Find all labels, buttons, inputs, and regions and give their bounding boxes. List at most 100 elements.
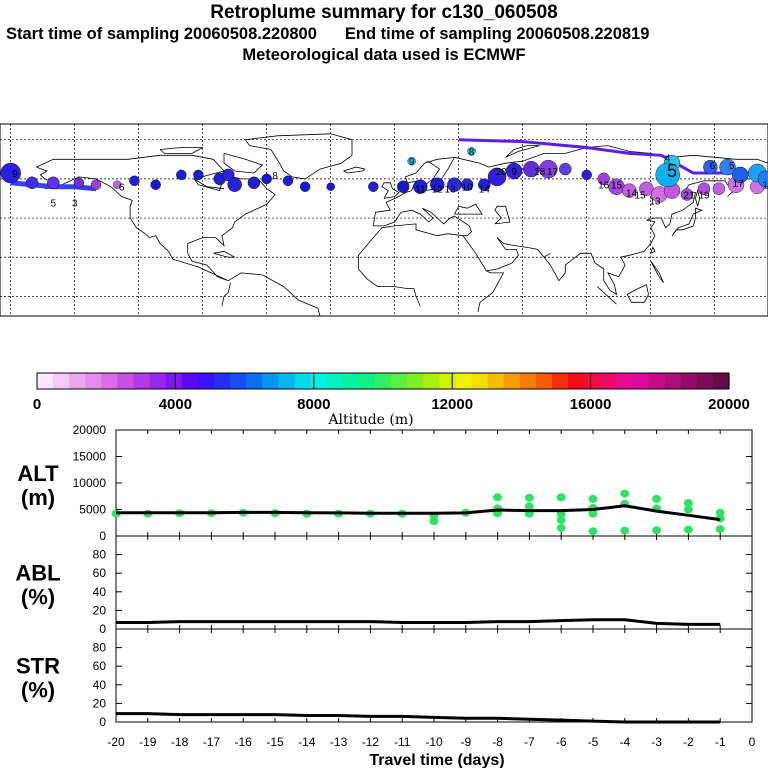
plume-cluster-dot — [597, 172, 610, 186]
plume-cluster-dot — [719, 158, 736, 176]
plume-cluster-dot — [150, 179, 161, 190]
plume-cluster-dot — [487, 167, 507, 187]
coastline-segment — [381, 182, 400, 199]
str-label: STR — [16, 654, 60, 679]
colorbar-swatch — [374, 373, 392, 389]
colorbar-swatch — [616, 373, 634, 389]
coastline-segment — [454, 203, 483, 215]
abl-frame — [115, 535, 753, 630]
coastline-segment — [462, 235, 505, 313]
colorbar-swatch — [535, 373, 553, 389]
cluster-label: 9 — [409, 157, 415, 168]
cluster-label: 6 — [710, 161, 716, 172]
x-tick-label: -6 — [556, 735, 567, 749]
coastline-segment — [159, 147, 203, 154]
colorbar-swatch — [423, 373, 440, 389]
plume-cluster-dot — [539, 159, 558, 179]
coastline-segment — [343, 166, 366, 174]
alt-series-line — [116, 504, 721, 522]
plume-cluster-dot — [176, 169, 187, 181]
plume-cluster-dot — [680, 188, 694, 201]
start-time-label: Start time of sampling 20060508.220800 — [6, 25, 317, 43]
colorbar-ticks: 0 4000 8000 12000 16000 20000 — [33, 373, 750, 413]
altitude-particle-point — [683, 525, 693, 534]
met-data-label: Meteorological data used is ECMWF — [242, 46, 526, 64]
colorbar-swatch — [632, 373, 650, 389]
cluster-label: 14 — [626, 189, 638, 200]
abl-series-line — [116, 618, 721, 626]
plume-cluster-dot — [622, 183, 637, 198]
plume-cluster-dot — [73, 177, 85, 189]
colorbar-swatch — [407, 373, 424, 389]
str-frame — [115, 628, 753, 723]
coastline-segment — [695, 189, 701, 207]
y-tick-label: 40 — [93, 678, 107, 692]
altitude-particle-point — [620, 489, 630, 498]
coastline-segment — [650, 260, 664, 283]
colorbar-swatch — [197, 373, 215, 389]
y-tick-label: 80 — [93, 548, 107, 562]
plume-cluster-dot — [0, 162, 21, 184]
altitude-particle-point — [493, 493, 503, 502]
cluster-label: 15 — [634, 191, 646, 202]
cluster-label: 14 — [479, 185, 491, 196]
x-tick-label: -17 — [203, 735, 221, 749]
colorbar-swatch — [391, 373, 408, 389]
plume-cluster-dot — [697, 182, 711, 195]
cluster-label: 21 — [684, 191, 696, 202]
colorbar-swatch — [326, 373, 344, 389]
colorbar-swatch — [648, 373, 666, 389]
colorbar-swatch — [600, 373, 617, 389]
altitude-particle-point — [683, 505, 693, 514]
y-tick-label: 20000 — [73, 423, 107, 437]
colorbar-swatch — [519, 373, 537, 389]
colorbar-swatch — [149, 373, 167, 389]
y-tick-label: 60 — [93, 659, 107, 673]
y-tick-label: 20 — [93, 603, 107, 617]
colorbar-swatch — [487, 373, 505, 389]
coastline-segment — [193, 178, 225, 190]
colorbar-swatch — [230, 373, 247, 389]
altitude-particle-point — [556, 493, 566, 502]
str-unit: (%) — [21, 678, 55, 703]
x-tick-label: -2 — [683, 735, 694, 749]
sampling-times: Start time of sampling 20060508.220800 En… — [6, 25, 766, 44]
x-tick-label: -9 — [460, 735, 471, 749]
map-frame — [0, 123, 768, 317]
coastlines — [36, 133, 768, 317]
abl-unit: (%) — [21, 585, 55, 610]
cluster-label: 8 — [272, 171, 278, 182]
cluster-label: 20 — [496, 167, 508, 178]
alt-panel: 20000 15000 10000 5000 0 ALT(m) — [17, 423, 753, 543]
y-tick-label: 0 — [99, 715, 106, 729]
altitude-particle-point — [652, 494, 662, 503]
colorbar-tick-label: 8000 — [297, 396, 330, 413]
cluster-label: 8 — [469, 147, 475, 158]
str-series-line — [116, 712, 721, 724]
cluster-label: 9 — [12, 169, 18, 180]
coastline-segment — [671, 207, 704, 236]
colorbar-swatch — [358, 373, 376, 389]
coastline-segment — [358, 207, 472, 307]
colorbar-swatch — [69, 373, 86, 389]
x-tick-label: -14 — [298, 735, 316, 749]
plume-cluster-dot — [478, 178, 491, 191]
altitude-particle-point — [715, 508, 725, 517]
plume-cluster-dot — [368, 181, 379, 192]
altitude-particle-point — [524, 493, 534, 502]
cluster-label: 11 — [415, 185, 426, 196]
colorbar-swatch — [342, 373, 360, 389]
y-tick-label: 5000 — [79, 503, 106, 517]
plume-cluster-dot — [467, 147, 476, 156]
y-tick-label: 10000 — [73, 476, 107, 490]
x-tick-label: -13 — [330, 735, 348, 749]
cluster-label: 16 — [598, 181, 610, 192]
plume-cluster-dot — [703, 159, 718, 175]
plume-cluster-dot — [282, 175, 294, 187]
x-tick-label: -3 — [651, 735, 662, 749]
cluster-label: 5 — [729, 161, 735, 172]
plume-cluster-dot — [90, 179, 102, 190]
x-tick-label: -1 — [715, 735, 726, 749]
